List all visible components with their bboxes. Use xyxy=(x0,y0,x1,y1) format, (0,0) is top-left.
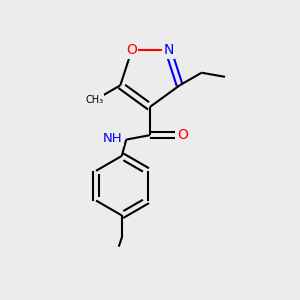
Text: O: O xyxy=(126,44,137,57)
Text: O: O xyxy=(177,128,188,142)
Text: NH: NH xyxy=(103,132,123,145)
Text: CH₃: CH₃ xyxy=(85,95,103,105)
Text: N: N xyxy=(163,44,173,57)
